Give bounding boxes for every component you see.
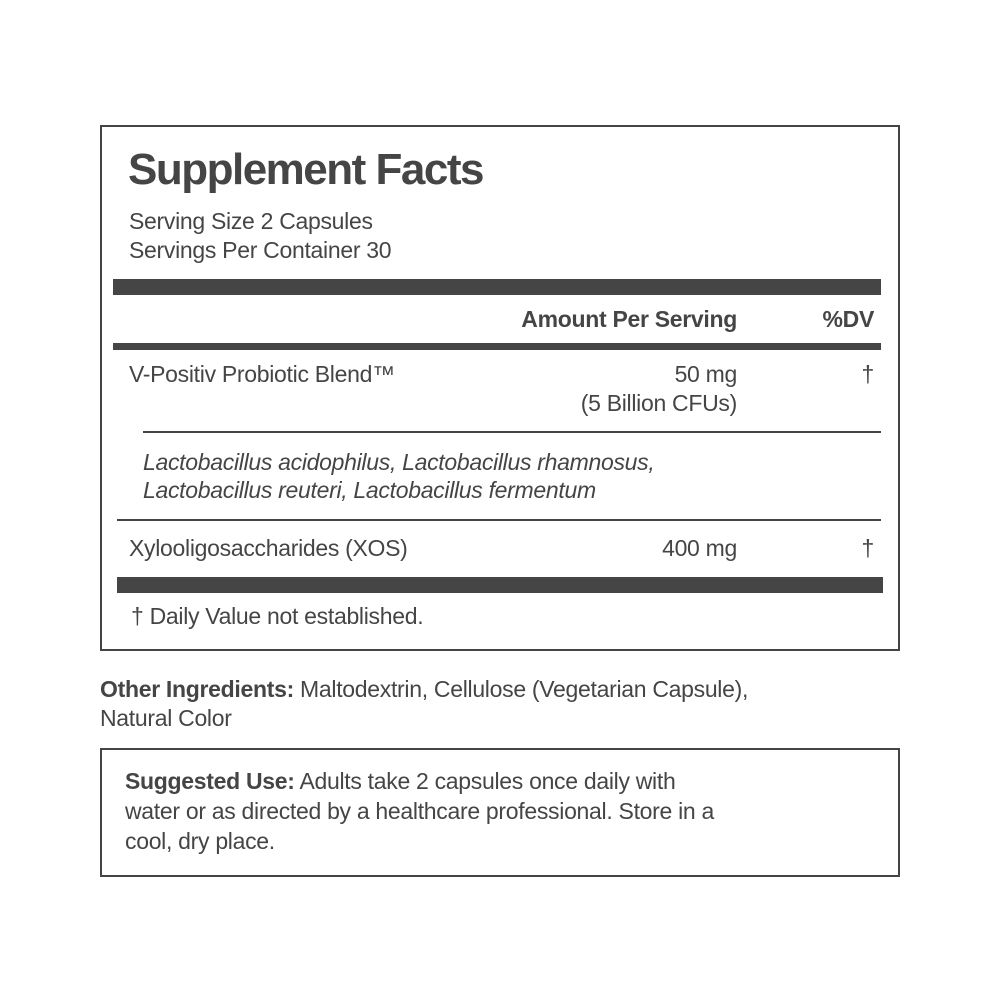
ingredient-amount-note: (5 Billion CFUs) — [580, 390, 738, 416]
suggested-use-box — [100, 748, 900, 877]
ingredient-dv: † — [861, 361, 875, 387]
blend-strains: Lactobacillus acidophilus, Lactobacillus… — [143, 449, 655, 475]
ingredient-amount: 400 mg — [662, 535, 737, 561]
ingredient-amount: 50 mg — [674, 361, 738, 387]
dv-header: %DV — [822, 306, 874, 332]
other-ingredients-label: Other Ingredients: — [100, 676, 294, 702]
ingredient-name: Xylooligosaccharides (XOS) — [129, 535, 408, 561]
serving-size: Serving Size 2 Capsules — [129, 208, 373, 234]
thin-divider — [143, 431, 881, 433]
blend-strains: Lactobacillus reuteri, Lactobacillus fer… — [143, 477, 596, 503]
footnote: † Daily Value not established. — [131, 603, 424, 629]
thin-divider — [117, 519, 881, 521]
other-ingredients-text: Natural Color — [100, 705, 232, 731]
other-ingredients: Other Ingredients: Maltodextrin, Cellulo… — [100, 678, 748, 701]
suggested-use-label: Suggested Use: — [125, 768, 295, 794]
thick-divider — [117, 577, 883, 593]
thick-divider — [113, 279, 881, 295]
supplement-facts-panel — [100, 125, 900, 651]
ingredient-name: V-Positiv Probiotic Blend™ — [129, 361, 395, 387]
suggested-use-text: Adults take 2 capsules once daily with — [294, 768, 676, 794]
panel-title: Supplement Facts — [128, 145, 484, 194]
servings-per-container: Servings Per Container 30 — [129, 237, 392, 263]
ingredient-dv: † — [861, 535, 875, 561]
amount-header: Amount Per Serving — [521, 306, 737, 332]
other-ingredients-text: Maltodextrin, Cellulose (Vegetarian Caps… — [293, 676, 749, 702]
medium-divider — [113, 343, 881, 350]
suggested-use-text: water or as directed by a healthcare pro… — [125, 798, 714, 824]
suggested-use-text: cool, dry place. — [125, 828, 275, 854]
suggested-use: Suggested Use: Adults take 2 capsules on… — [125, 768, 676, 794]
